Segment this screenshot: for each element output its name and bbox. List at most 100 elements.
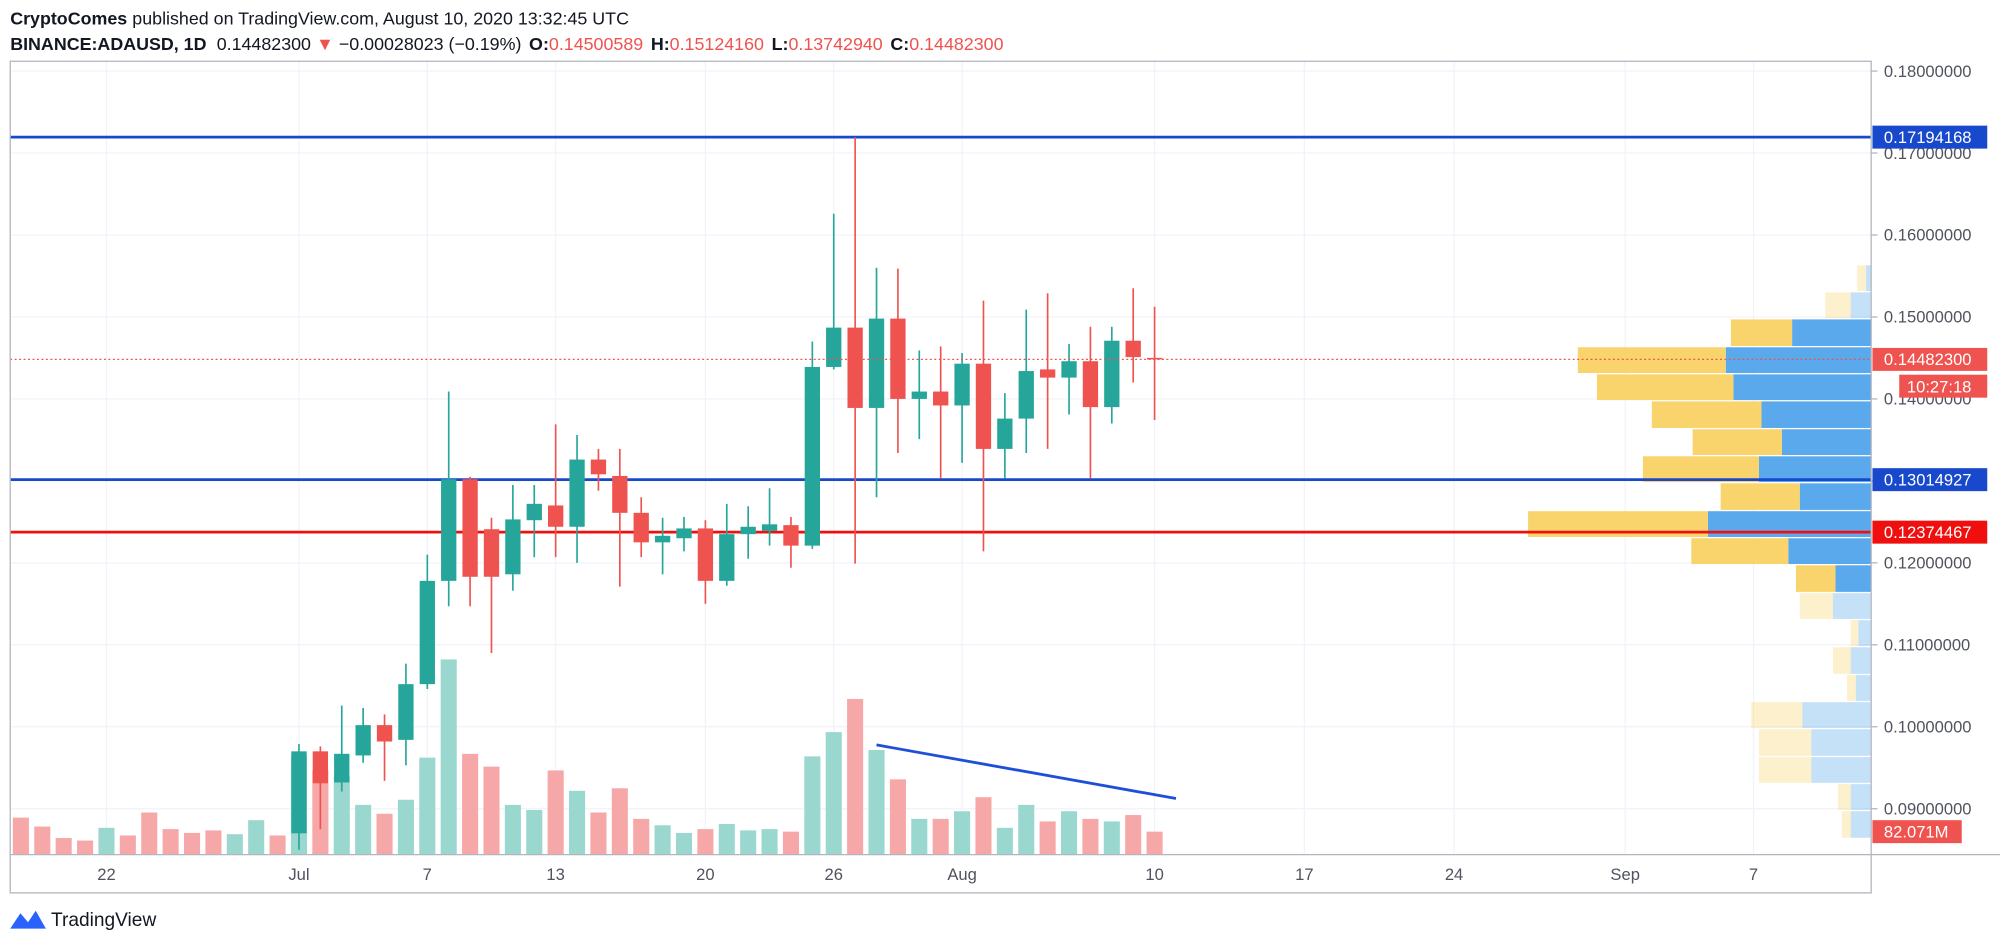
volume-bar bbox=[248, 820, 265, 855]
volume-bar bbox=[1060, 811, 1078, 855]
volume-bar bbox=[782, 831, 799, 855]
candle-body bbox=[868, 318, 885, 408]
profile-down bbox=[1642, 456, 1759, 483]
volume-bar bbox=[889, 779, 906, 855]
volume-bar bbox=[847, 698, 864, 855]
profile-down bbox=[1846, 675, 1856, 701]
profile-up bbox=[1850, 811, 1872, 838]
profile-up bbox=[1758, 456, 1872, 483]
volume-bar bbox=[162, 829, 179, 855]
profile-down bbox=[1850, 620, 1859, 646]
l-label: L: bbox=[772, 34, 789, 54]
candle-body bbox=[526, 503, 542, 521]
volume-bar bbox=[590, 812, 607, 855]
candle-body bbox=[590, 459, 607, 475]
volume-bar bbox=[911, 818, 928, 855]
candle-body bbox=[419, 580, 435, 685]
profile-down bbox=[1825, 292, 1851, 319]
volume-bar bbox=[1125, 815, 1142, 855]
volume-bar bbox=[675, 832, 693, 855]
level-label: 0.13014927 bbox=[1884, 470, 1972, 489]
volume-bar bbox=[119, 835, 136, 855]
candle-body bbox=[483, 529, 500, 577]
profile-up bbox=[1858, 620, 1872, 646]
h-label: H: bbox=[651, 34, 670, 54]
price: 0.14482300 bbox=[217, 34, 311, 54]
profile-down bbox=[1795, 565, 1836, 592]
header-line-2: BINANCE:ADAUSD, 1D 0.14482300 ▼ −0.00028023… bbox=[10, 34, 1003, 54]
x-tick-label: 10 bbox=[1145, 865, 1163, 884]
profile-up bbox=[1733, 374, 1872, 401]
candle-body bbox=[783, 525, 799, 546]
profile-down bbox=[1596, 374, 1734, 401]
profile-down bbox=[1751, 702, 1803, 728]
x-tick-label: 7 bbox=[423, 865, 432, 884]
level-label: 0.12374467 bbox=[1884, 523, 1972, 542]
profile-up bbox=[1788, 538, 1872, 565]
axis-layer: 0.09000000 0.10000000 0.11000000 0.12000000… bbox=[97, 62, 1988, 884]
volume-bar bbox=[718, 824, 735, 855]
countdown: 10:27:18 bbox=[1907, 378, 1972, 397]
x-tick-label: 17 bbox=[1295, 865, 1313, 884]
volume-bar bbox=[397, 799, 414, 855]
volume-bar bbox=[141, 812, 158, 855]
y-tick-label: 0.09000000 bbox=[1884, 799, 1972, 818]
volume-bar bbox=[804, 756, 821, 855]
volume-bar bbox=[504, 804, 521, 855]
candle-body bbox=[612, 475, 628, 513]
logo-icon bbox=[10, 910, 46, 929]
volume-bar bbox=[954, 811, 971, 855]
volume-bar bbox=[333, 776, 350, 855]
candle-body bbox=[740, 526, 756, 535]
candle-body bbox=[355, 725, 371, 756]
last-price-bg bbox=[1872, 347, 1988, 371]
profile-up bbox=[1866, 265, 1872, 292]
profile-up bbox=[1792, 319, 1872, 347]
volume-bar bbox=[34, 826, 51, 855]
x-tick-label: 13 bbox=[546, 865, 564, 884]
candle-body bbox=[826, 327, 842, 367]
volume-bar bbox=[975, 797, 992, 855]
level-label-bg bbox=[1872, 125, 1988, 149]
profile-up bbox=[1799, 483, 1872, 510]
volume-bar bbox=[1082, 818, 1099, 855]
candle-body bbox=[548, 505, 564, 527]
volume-bar bbox=[483, 766, 500, 855]
volume-bar bbox=[761, 829, 778, 855]
y-tick-label: 0.15000000 bbox=[1884, 308, 1972, 327]
volume-bar bbox=[419, 757, 436, 855]
profile-up bbox=[1850, 292, 1872, 319]
plot-frame bbox=[9, 60, 1872, 894]
brand: TradingView bbox=[51, 910, 156, 931]
profile-up bbox=[1855, 675, 1872, 701]
profile-down bbox=[1730, 319, 1793, 347]
profile-down bbox=[1758, 729, 1812, 756]
profile-up bbox=[1850, 647, 1872, 674]
candle-body bbox=[505, 519, 521, 575]
volume-bar bbox=[55, 838, 72, 855]
x-tick-label: 7 bbox=[1749, 865, 1758, 884]
profile-down bbox=[1651, 401, 1762, 428]
o-value: 0.14500589 bbox=[549, 34, 643, 54]
candle-body bbox=[569, 459, 585, 527]
candle-body bbox=[676, 528, 692, 539]
candle-body bbox=[1018, 371, 1034, 419]
o-label: O: bbox=[529, 34, 549, 54]
volume-bar bbox=[355, 804, 372, 855]
volume-bar bbox=[1018, 804, 1035, 855]
volume-bar bbox=[77, 840, 94, 855]
profile-down bbox=[1758, 757, 1812, 783]
candle-body bbox=[334, 753, 350, 783]
profile-up bbox=[1832, 593, 1872, 619]
profile-down bbox=[1691, 538, 1789, 565]
y-tick-label: 0.10000000 bbox=[1884, 717, 1972, 736]
x-tick-label: 22 bbox=[97, 865, 115, 884]
volume-bar bbox=[932, 818, 949, 855]
volume-bar bbox=[12, 817, 29, 855]
candle-body bbox=[697, 528, 714, 581]
candle-body bbox=[954, 363, 970, 406]
volume-bar bbox=[183, 832, 201, 855]
y-tick-label: 0.16000000 bbox=[1884, 226, 1972, 245]
